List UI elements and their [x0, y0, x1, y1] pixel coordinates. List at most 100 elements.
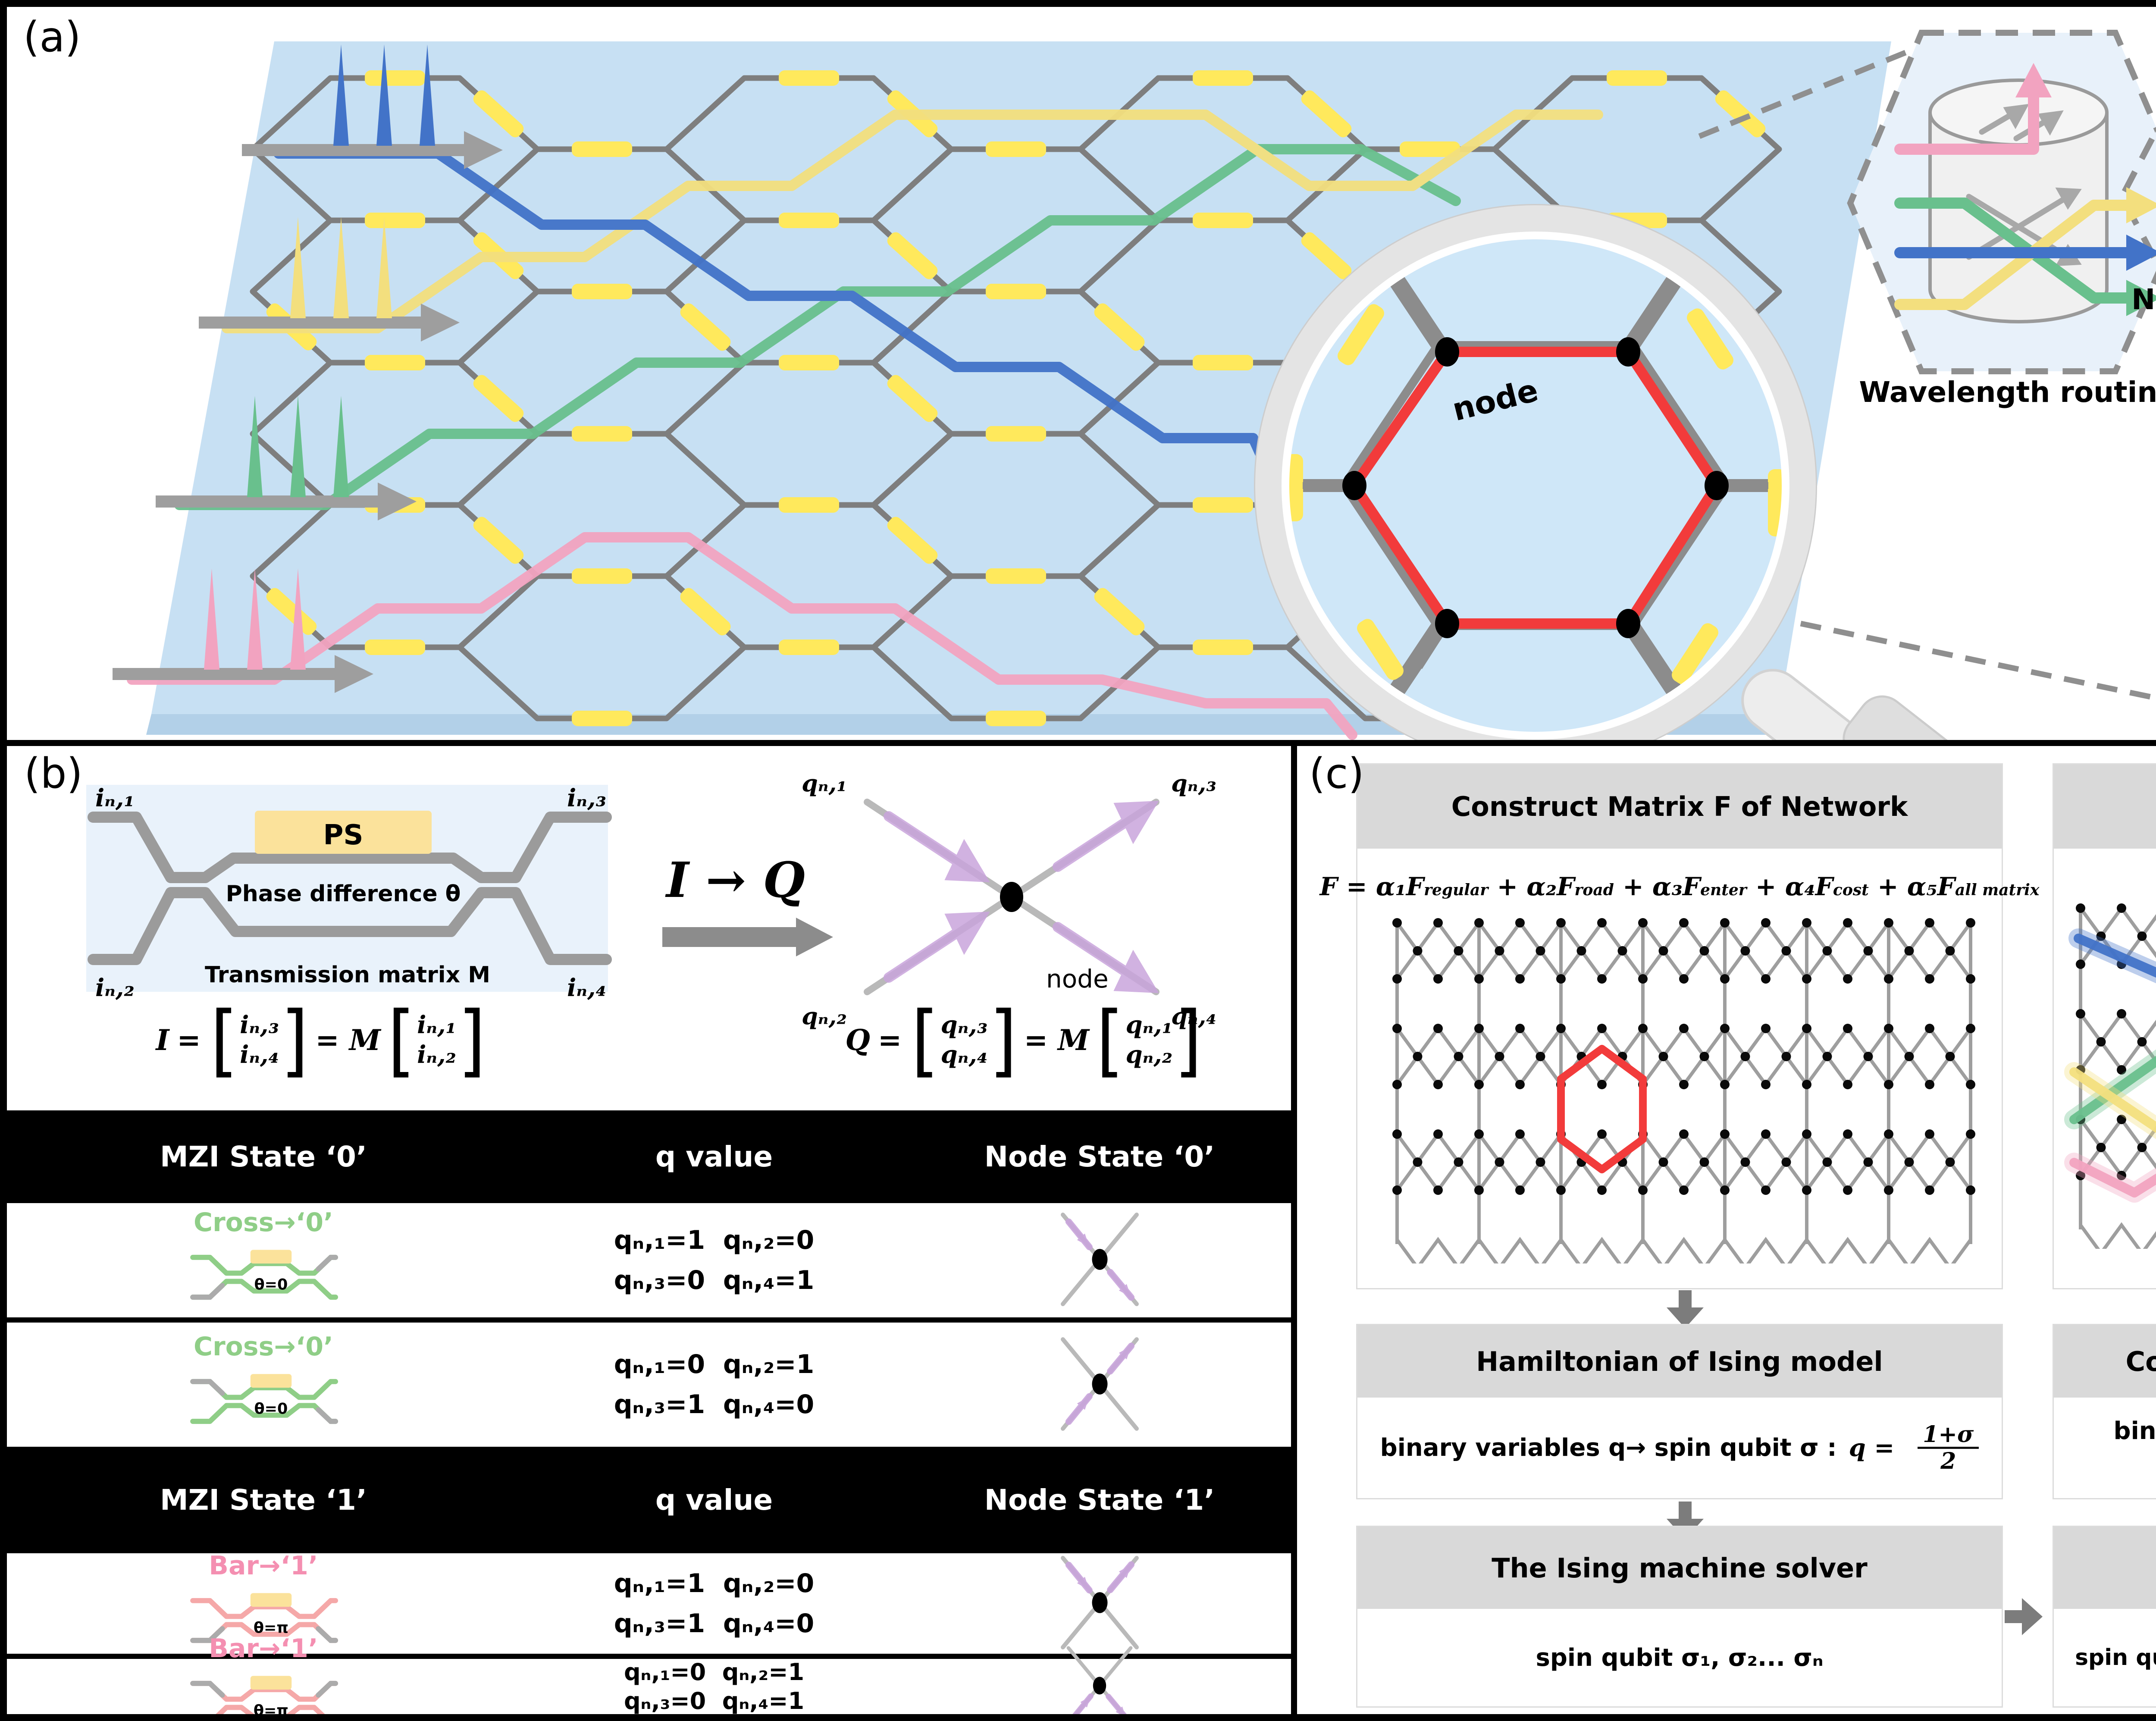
- q-values-top: qₙ,₁=1 qₙ,₂=0: [614, 1568, 815, 1599]
- panel-divider-horizontal: [7, 740, 2156, 746]
- neural-network-label: Neural network: [2131, 283, 2156, 316]
- magnifier-icon: node: [1254, 204, 1965, 740]
- frac-lhs: q =: [1849, 1433, 1895, 1462]
- hamiltonian-box: Hamiltonian of Ising model binary variab…: [1356, 1324, 2003, 1499]
- node-state-icon: [1051, 1554, 1148, 1653]
- panel-a-illustration: ⋮⋮⋮⋮node: [113, 30, 2156, 740]
- control-pics-box: Control the programmable PICs binary var…: [2053, 1324, 2156, 1499]
- solver-text: spin qubit σ₁, σ₂... σₙ: [1536, 1643, 1824, 1672]
- qvalue-cell-row4: qₙ,₁=0 qₙ,₂=1 qₙ,₃=0 qₙ,₄=1: [520, 1658, 908, 1714]
- eq-q-M: = M: [1024, 1023, 1090, 1057]
- binary-model-box: Binary model spin qubit σ→ binary variab…: [2053, 1526, 2156, 1708]
- mzi-icon-bar-a: θ=π: [188, 1583, 339, 1657]
- panel-c: (c) Construct Matrix F of Network F = α₁…: [1297, 746, 2156, 1714]
- highlighted-cell: [1557, 1044, 1647, 1173]
- node-cell-row1: [908, 1203, 1291, 1317]
- formula-term: α₁F: [1376, 871, 1424, 901]
- callout-connectors: [1698, 45, 2156, 701]
- mzi-icon-bar-b: θ=π: [188, 1665, 339, 1714]
- binary-model-title: Binary model: [2054, 1527, 2156, 1609]
- eq-i-row4: iₙ,₂: [417, 1041, 457, 1069]
- mzi-cell-row3: Bar→‘1’ θ=π: [7, 1550, 520, 1657]
- eq-i-lhs: I: [156, 1023, 169, 1057]
- equation-Q: Q = [ qₙ,₃ qₙ,₄ ] = M [ qₙ,₁ qₙ,₂ ]: [792, 994, 1257, 1086]
- q-values-bottom: qₙ,₃=0 qₙ,₄=1: [614, 1265, 815, 1295]
- table-header: Node State ‘1’: [908, 1447, 1291, 1553]
- flow-arrow-right: [2000, 1598, 2047, 1638]
- mzi-icon-cross-a: θ=0: [188, 1239, 339, 1313]
- construct-matrix-title: Construct Matrix F of Network: [1357, 765, 2002, 849]
- port-in2-label: iₙ,₂: [95, 974, 135, 1002]
- route-yellow: [222, 110, 1603, 333]
- state-label: Bar→‘1’: [209, 1550, 318, 1581]
- input-blue: [242, 44, 503, 169]
- q-values-top: qₙ,₁=1 qₙ,₂=0: [614, 1225, 815, 1255]
- theta-label: θ=0: [254, 1401, 288, 1418]
- solution-network-graph: [2048, 887, 2156, 1284]
- node-cell-row2: [908, 1323, 1291, 1447]
- node-state-icon: [1051, 1335, 1148, 1434]
- table-header: Node State ‘0’: [908, 1110, 1291, 1203]
- solution-result-box: Solution result: [2053, 763, 2156, 1289]
- q-values-bottom: qₙ,₃=1 qₙ,₄=0: [614, 1608, 815, 1639]
- q1-label: qₙ,₁: [802, 769, 847, 797]
- eq-q-row4: qₙ,₂: [1125, 1041, 1173, 1069]
- q3-label: qₙ,₃: [1171, 769, 1216, 797]
- table-header: q value: [520, 1110, 908, 1203]
- route-blue: [273, 148, 1280, 491]
- input-pulses: [113, 44, 503, 693]
- formula-sub: road: [1574, 881, 1614, 899]
- formula-term: + α₂F: [1488, 871, 1575, 901]
- control-pics-title: Control the programmable PICs: [2054, 1325, 2156, 1398]
- eq-i-row2: iₙ,₄: [240, 1041, 279, 1069]
- ising-solver-title: The Ising machine solver: [1357, 1527, 2002, 1609]
- input-yellow: [199, 217, 460, 342]
- bracket-open: [: [387, 994, 416, 1086]
- hamiltonian-title: Hamiltonian of Ising model: [1357, 1325, 2002, 1398]
- formula-term: + α₃F: [1614, 871, 1701, 901]
- i-to-q-label: I → Q: [665, 852, 805, 909]
- bracket-close: ]: [989, 994, 1017, 1086]
- node-flow-arrows: [884, 800, 1159, 994]
- phase-difference-label: Phase difference θ: [226, 881, 461, 907]
- formula-term: + α₅F: [1868, 871, 1955, 901]
- wavelength-routes: [127, 110, 1603, 740]
- bracket-close: ]: [1174, 994, 1202, 1086]
- i-to-q-arrow: [662, 918, 833, 956]
- state-label: Cross→‘0’: [194, 1207, 333, 1238]
- input-pink: [113, 568, 373, 693]
- port-in4-label: iₙ,₄: [567, 974, 606, 1002]
- panel-a: (a) ⋮⋮⋮⋮node Wavelength routing Other fu…: [7, 7, 2156, 740]
- mzi-icon-cross-b: θ=0: [188, 1364, 339, 1438]
- formula-lead: F =: [1319, 871, 1376, 901]
- theta-label: θ=π: [254, 1619, 288, 1636]
- binary-text: spin qubit σ→ binary variables q :: [2075, 1645, 2156, 1671]
- hamiltonian-text: binary variables q→ spin qubit σ :: [1380, 1434, 1837, 1462]
- theta-label: θ=0: [254, 1276, 288, 1293]
- table-header: MZI State ‘0’: [7, 1110, 520, 1203]
- bracket-close: ]: [281, 994, 309, 1086]
- network-graph: [1365, 901, 1994, 1299]
- panel-a-label: (a): [23, 13, 81, 61]
- node-dot: [1000, 882, 1023, 912]
- formula-sub: enter: [1700, 881, 1747, 899]
- eq-q-row1: qₙ,₃: [940, 1011, 988, 1040]
- eq-i-M: = M: [315, 1023, 381, 1057]
- table-header: q value: [520, 1447, 908, 1553]
- mzi-state-table: MZI State ‘0’ q value Node State ‘0’ Cro…: [7, 1110, 1291, 1714]
- q2-label: qₙ,₂: [802, 1002, 847, 1030]
- transmission-matrix-label: Transmission matrix M: [205, 962, 490, 988]
- qvalue-cell-row1: qₙ,₁=1 qₙ,₂=0 qₙ,₃=0 qₙ,₄=1: [520, 1203, 908, 1317]
- flow-arrow-down: [1661, 1290, 1709, 1331]
- table-header: MZI State ‘1’: [7, 1447, 520, 1553]
- formula-term: + α₄F: [1746, 871, 1833, 901]
- panel-b: (b) PS iₙ,₁ iₙ,₃ iₙ,₂ iₙ,₄ Phase differe…: [7, 746, 1291, 1714]
- q4-label: qₙ,₄: [1171, 1002, 1216, 1030]
- formula-sub: regular: [1424, 881, 1489, 899]
- bracket-open: [: [1096, 994, 1124, 1086]
- port-in1-label: iₙ,₁: [95, 784, 135, 812]
- eq-i-row3: iₙ,₁: [417, 1011, 457, 1040]
- node-state-icon: [1059, 1645, 1141, 1714]
- node-cell-row3: [908, 1553, 1291, 1654]
